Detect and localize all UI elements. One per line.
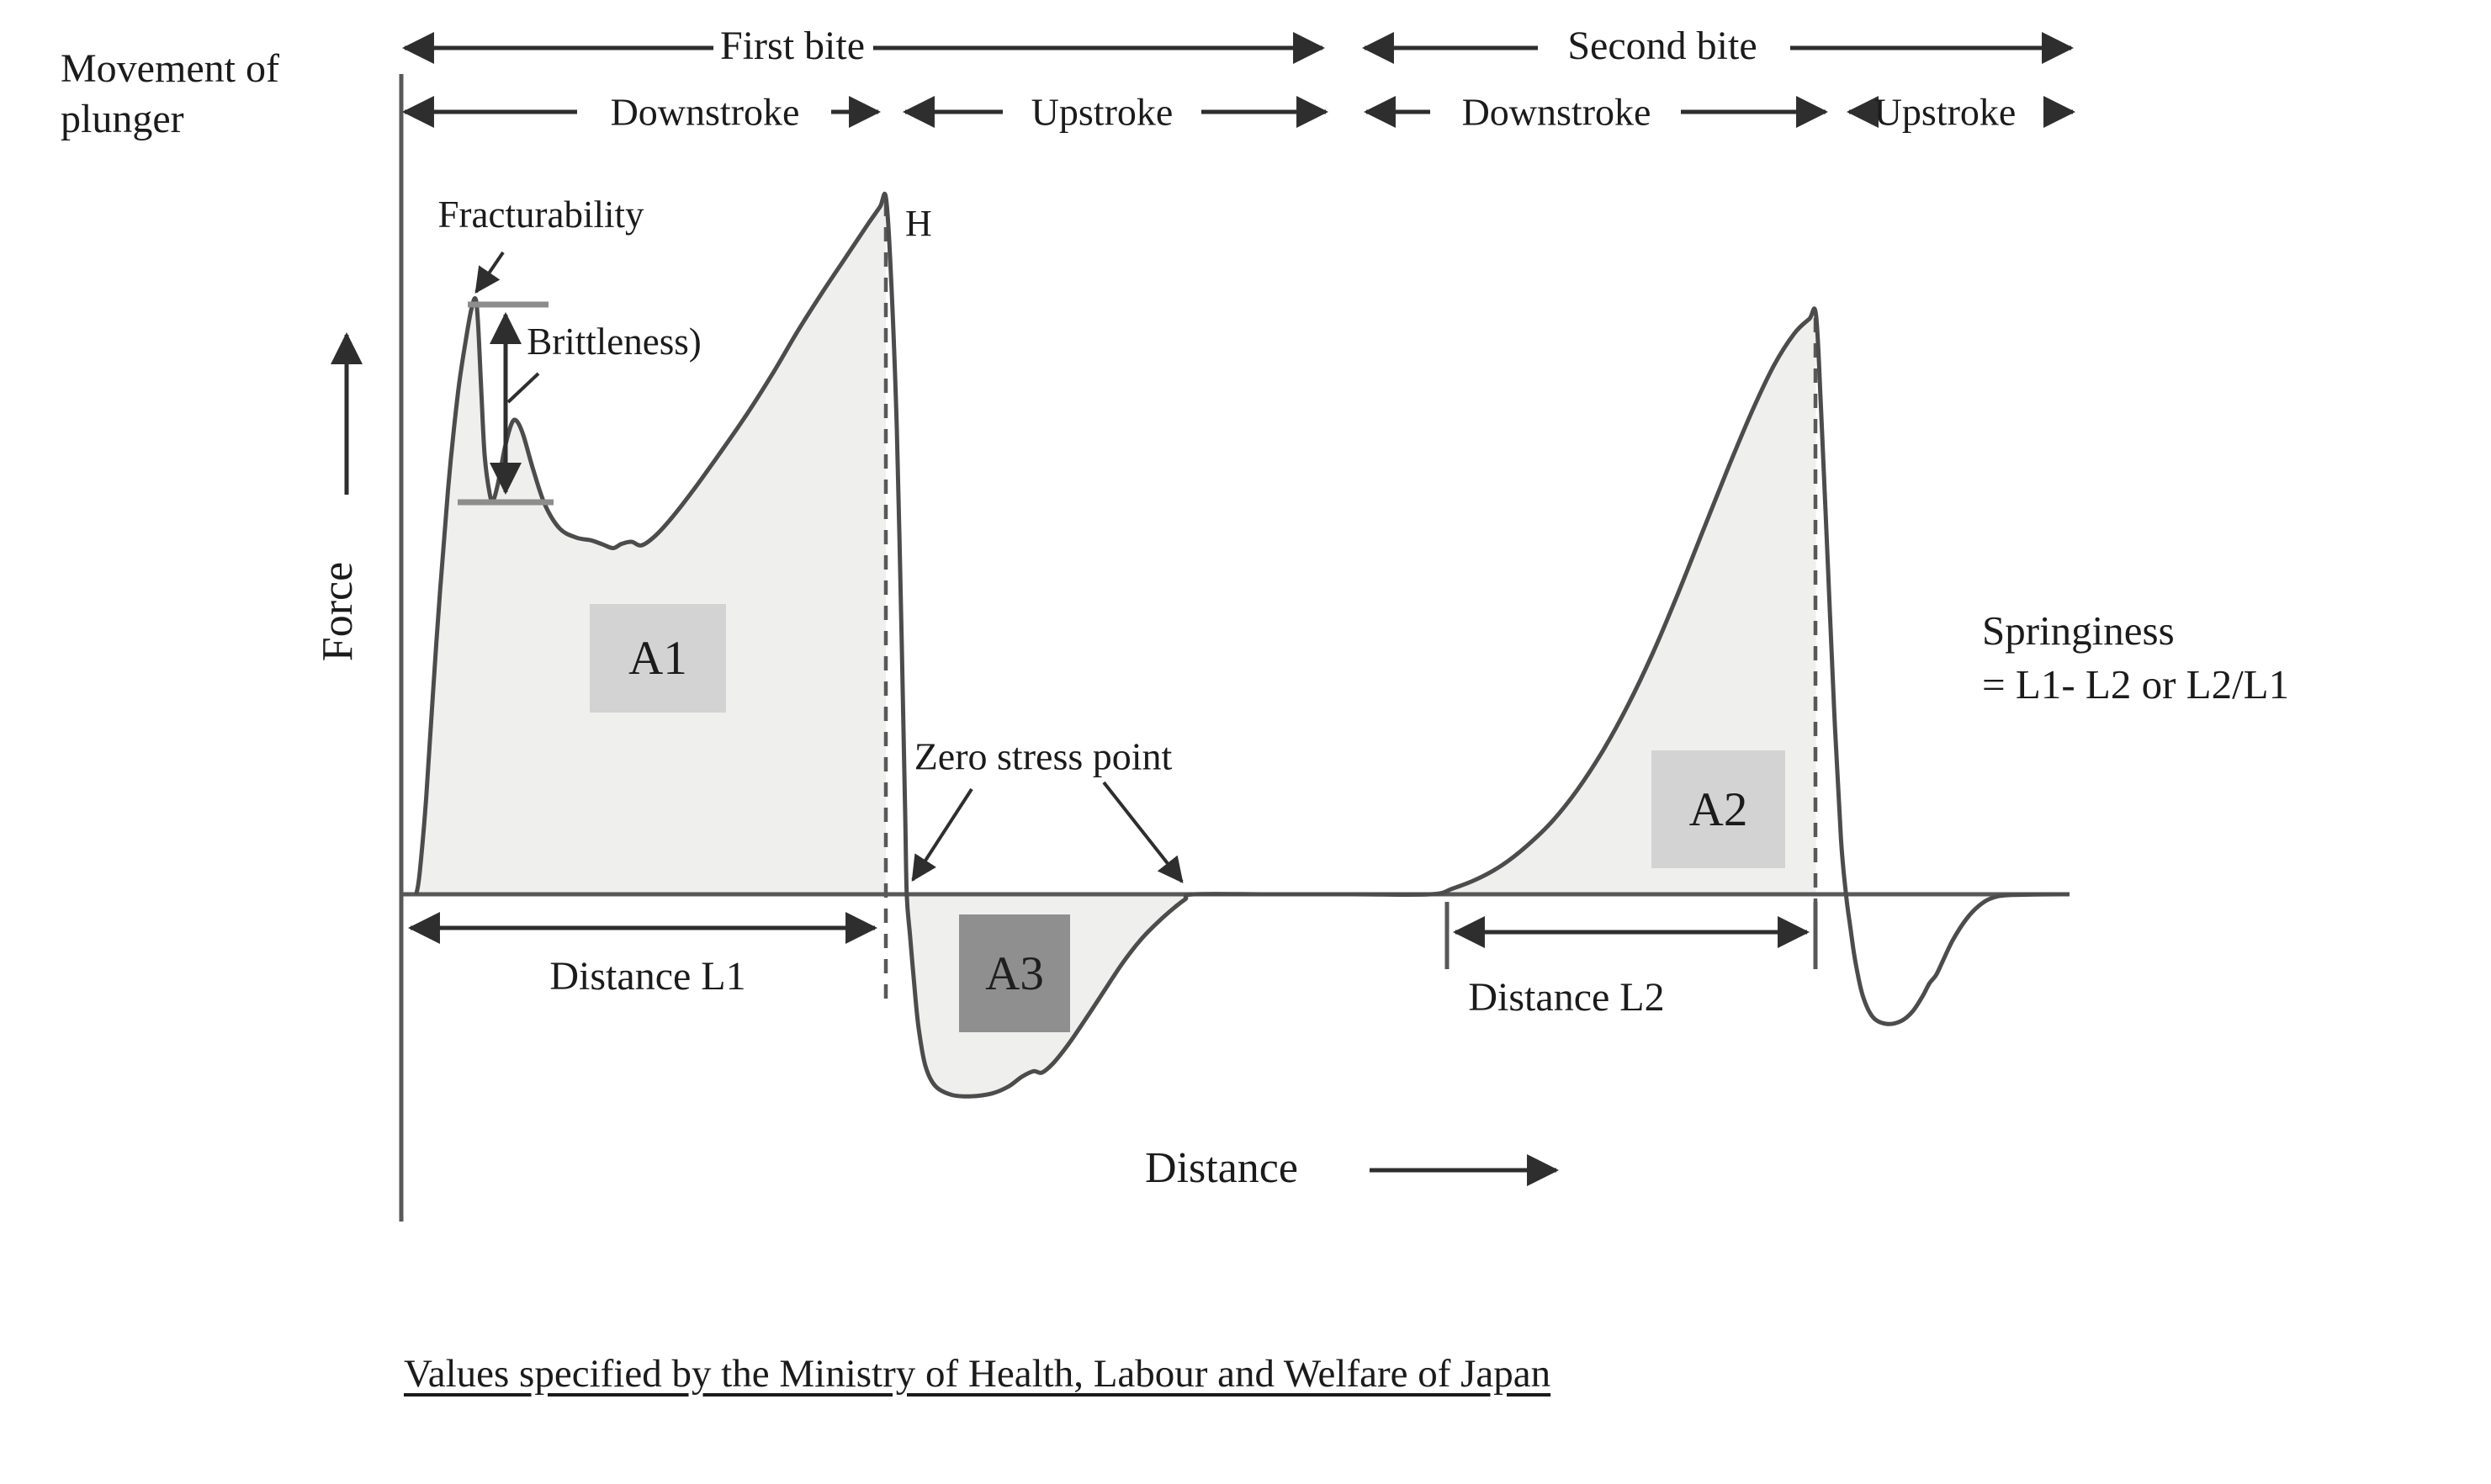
distance-l2-label: Distance L2 [1468,975,1665,1020]
springiness-line1: Springiness [1982,607,2175,654]
downstroke-label-2: Downstroke [1461,90,1651,134]
area-a1-label: A1 [628,632,687,685]
springiness-line2: = L1- L2 or L2/L1 [1982,660,2290,708]
fracturability-arrow [474,251,505,294]
area-a1-label-box: A1 [590,604,726,713]
brittleness-label: Brittleness) [527,321,702,363]
zero-stress-arrows [911,781,1184,883]
first-bite-span-label: First bite [719,24,866,69]
area-a3-label: A3 [985,946,1044,1000]
second-bite-span-label: Second bite [1567,24,1757,69]
fracturability-label: Fracturability [437,193,644,236]
area-a2-fill [1430,315,1816,895]
area-a3-label-box: A3 [959,914,1070,1032]
distance-l2-arrow [1444,902,1818,969]
distance-l1-label: Distance L1 [549,954,746,999]
footnote-heading: Values specified by the Ministry of Heal… [404,1352,1551,1396]
upstroke-label-1: Upstroke [1031,90,1174,134]
movement-of-plunger-label: Movement of plunger [61,46,279,141]
downstroke-label-1: Downstroke [610,90,800,134]
area-a2-label: A2 [1688,782,1748,836]
zero-stress-point-label: Zero stress point [914,734,1173,778]
footnote-block: Values specified by the Ministry of Heal… [404,1260,1834,1484]
hardness-peak-label: H [905,203,932,244]
upstroke-label-2: Upstroke [1874,90,2017,134]
brittleness-measure [458,301,554,506]
force-axis-label: Force [313,561,362,662]
area-a2-label-box: A2 [1651,750,1785,868]
springiness-formula: Springiness = L1- L2 or L2/L1 [1982,604,2289,711]
distance-axis-label: Distance [1145,1143,1298,1192]
area-a1-fill [416,198,887,894]
